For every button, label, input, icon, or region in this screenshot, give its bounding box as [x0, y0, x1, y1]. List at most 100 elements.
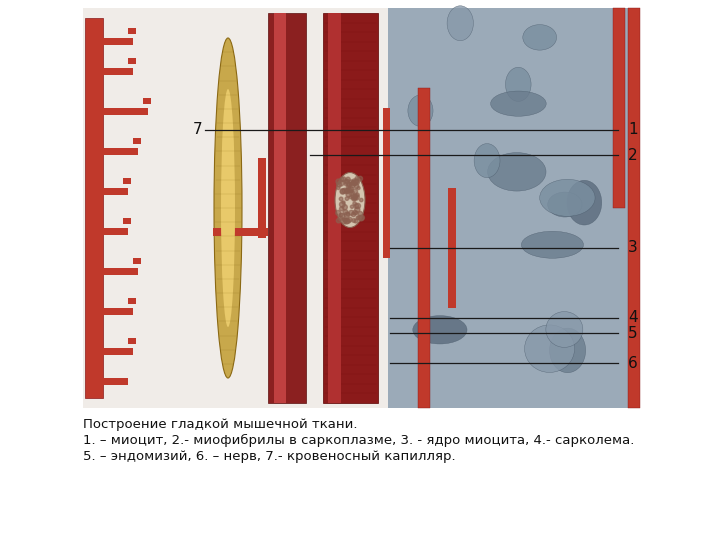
Circle shape — [358, 212, 363, 216]
Circle shape — [340, 189, 346, 194]
Circle shape — [352, 181, 356, 185]
Text: 5: 5 — [628, 326, 638, 341]
Bar — [83, 8, 638, 408]
Circle shape — [348, 180, 354, 185]
Circle shape — [336, 182, 341, 187]
Text: 5. – эндомизий, 6. – нерв, 7.- кровеносный капилляр.: 5. – эндомизий, 6. – нерв, 7.- кровеносн… — [83, 450, 456, 463]
Circle shape — [350, 182, 354, 185]
Circle shape — [336, 179, 341, 184]
Circle shape — [342, 219, 347, 224]
Bar — [328, 13, 341, 403]
Bar — [103, 348, 148, 355]
Circle shape — [346, 191, 351, 197]
Ellipse shape — [505, 68, 531, 102]
Bar — [258, 158, 266, 238]
Circle shape — [336, 211, 341, 215]
Circle shape — [346, 185, 351, 189]
Circle shape — [337, 186, 340, 190]
Circle shape — [352, 219, 356, 222]
Circle shape — [353, 194, 358, 199]
Circle shape — [358, 176, 363, 181]
Bar — [628, 8, 640, 408]
Circle shape — [359, 198, 363, 202]
Circle shape — [350, 190, 353, 193]
Ellipse shape — [546, 312, 583, 347]
Ellipse shape — [567, 180, 602, 225]
Bar — [143, 58, 151, 64]
Bar — [128, 178, 136, 184]
Ellipse shape — [521, 231, 583, 258]
Circle shape — [354, 204, 359, 208]
Ellipse shape — [474, 144, 500, 178]
Circle shape — [357, 186, 360, 190]
Ellipse shape — [408, 95, 433, 126]
Circle shape — [354, 194, 359, 200]
Circle shape — [339, 213, 343, 217]
Circle shape — [341, 189, 345, 194]
Circle shape — [342, 188, 347, 193]
Circle shape — [343, 218, 346, 221]
Bar — [613, 8, 625, 208]
Bar — [103, 188, 133, 195]
Text: 3: 3 — [628, 240, 638, 255]
Circle shape — [348, 217, 352, 222]
Bar — [103, 148, 148, 155]
Ellipse shape — [523, 25, 557, 50]
Circle shape — [356, 193, 359, 197]
Bar — [133, 258, 141, 264]
Circle shape — [355, 207, 360, 212]
Circle shape — [352, 179, 358, 185]
Circle shape — [340, 213, 345, 219]
Text: 2: 2 — [628, 147, 638, 163]
Bar — [143, 338, 151, 344]
Bar — [388, 8, 638, 408]
Circle shape — [349, 183, 355, 188]
Circle shape — [355, 203, 361, 208]
Bar — [133, 218, 141, 224]
Ellipse shape — [540, 179, 595, 217]
Circle shape — [345, 180, 348, 183]
Circle shape — [351, 194, 357, 200]
Circle shape — [342, 201, 345, 204]
Circle shape — [354, 196, 357, 200]
Ellipse shape — [548, 192, 582, 217]
Bar — [448, 188, 456, 308]
Circle shape — [354, 179, 359, 185]
Circle shape — [340, 177, 344, 181]
Circle shape — [344, 179, 350, 184]
Ellipse shape — [525, 325, 575, 373]
Ellipse shape — [335, 172, 365, 227]
Circle shape — [338, 180, 344, 186]
Bar — [133, 28, 141, 34]
Circle shape — [357, 215, 361, 220]
Circle shape — [355, 177, 359, 180]
Circle shape — [354, 219, 358, 223]
Circle shape — [353, 202, 356, 205]
Ellipse shape — [221, 89, 235, 327]
Circle shape — [354, 179, 359, 184]
Circle shape — [346, 212, 349, 216]
Circle shape — [351, 180, 355, 184]
Bar — [274, 13, 286, 403]
Bar — [143, 298, 151, 304]
Text: 6: 6 — [628, 355, 638, 370]
Circle shape — [347, 183, 351, 187]
Bar — [123, 98, 131, 104]
Circle shape — [349, 210, 354, 215]
Ellipse shape — [447, 6, 473, 40]
Circle shape — [359, 216, 364, 221]
Circle shape — [339, 197, 343, 201]
Ellipse shape — [490, 91, 546, 116]
Bar — [103, 38, 138, 45]
Ellipse shape — [487, 153, 546, 191]
Circle shape — [338, 216, 343, 220]
Text: 1: 1 — [628, 123, 638, 138]
Circle shape — [359, 215, 364, 220]
Circle shape — [346, 177, 350, 181]
Bar — [103, 68, 148, 75]
Circle shape — [353, 211, 357, 215]
Text: 7: 7 — [193, 123, 202, 138]
Circle shape — [336, 218, 341, 223]
Circle shape — [353, 182, 356, 186]
Circle shape — [340, 201, 345, 207]
